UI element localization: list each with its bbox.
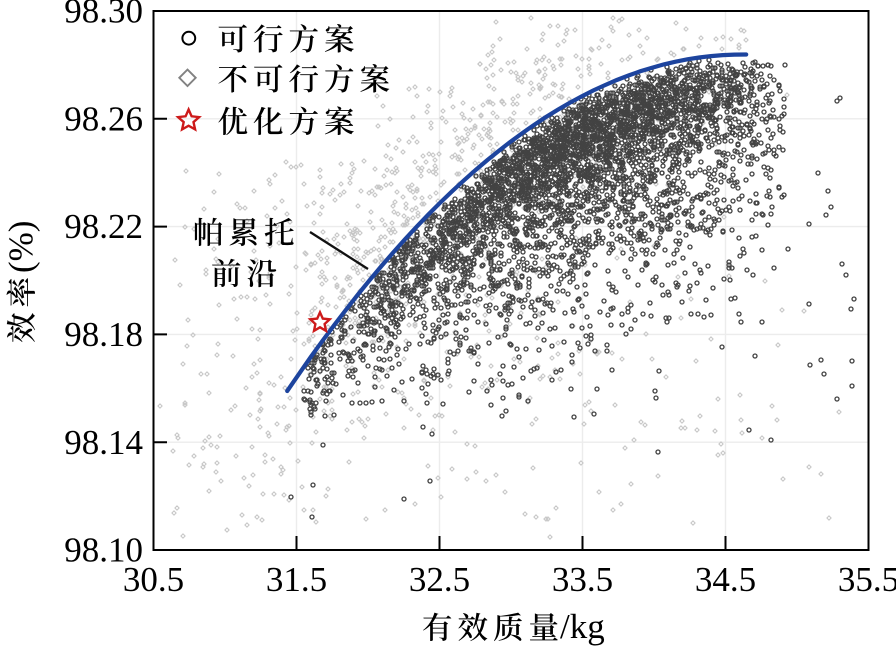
svg-text:98.18: 98.18: [64, 315, 143, 354]
svg-text:98.22: 98.22: [64, 207, 143, 246]
svg-text:98.30: 98.30: [64, 0, 143, 31]
svg-text:/kg: /kg: [560, 607, 605, 646]
svg-text:98.14: 98.14: [64, 423, 143, 462]
svg-text:32.5: 32.5: [409, 560, 470, 599]
svg-text:35.5: 35.5: [838, 560, 896, 599]
svg-text:(%): (%): [2, 221, 41, 273]
svg-text:31.5: 31.5: [266, 560, 327, 599]
svg-text:33.5: 33.5: [552, 560, 613, 599]
svg-text:34.5: 34.5: [695, 560, 756, 599]
svg-text:98.10: 98.10: [64, 531, 143, 570]
svg-text:30.5: 30.5: [123, 560, 184, 599]
svg-text:98.26: 98.26: [64, 99, 143, 138]
